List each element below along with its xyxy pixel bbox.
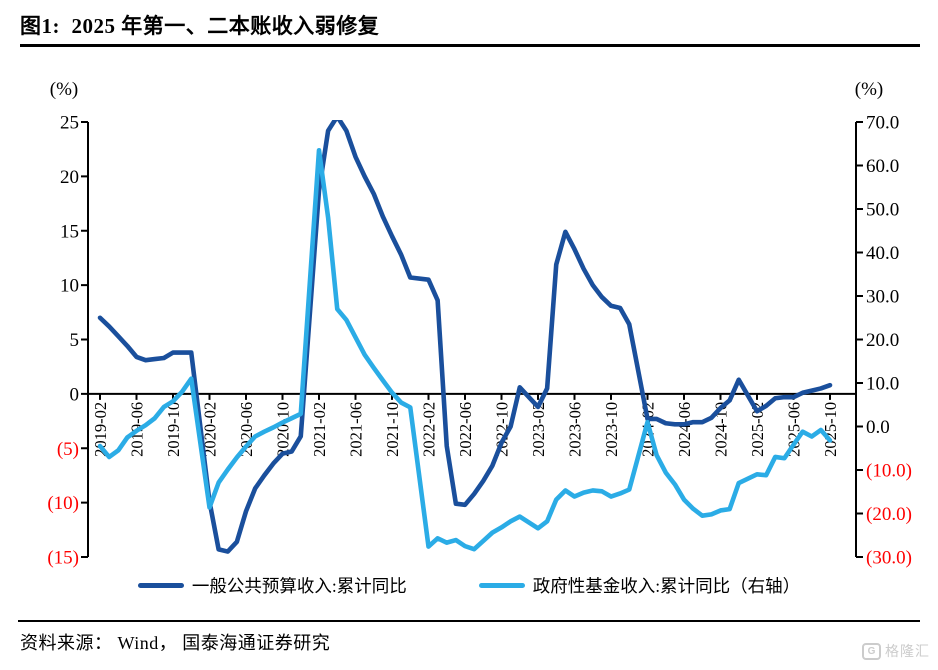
right-tick-label: 0.0	[866, 417, 890, 438]
left-tick-label: (10)	[47, 493, 79, 514]
x-tick-label: 2022-06	[456, 402, 475, 457]
left-axis-unit: (%)	[50, 79, 78, 100]
right-tick-label: 40.0	[866, 243, 899, 264]
right-tick-label: 70.0	[866, 113, 899, 134]
left-tick-label: (5)	[57, 439, 79, 460]
gelonghui-logo-text: 格隆汇	[885, 643, 930, 659]
legend-item-govt-fund: 政府性基金收入:累计同比（右轴）	[478, 573, 801, 598]
x-tick-label: 2024-06	[675, 402, 694, 457]
x-tick-label: 2022-02	[420, 402, 439, 457]
source-note: 资料来源： Wind， 国泰海通证券研究	[20, 633, 331, 653]
x-tick-label: 2019-02	[91, 402, 110, 457]
x-tick-label: 2025-10	[821, 402, 840, 457]
x-tick-label: 2020-02	[201, 402, 220, 457]
legend-label-general-budget: 一般公共预算收入:累计同比	[191, 576, 407, 596]
left-tick-label: 20	[60, 167, 79, 188]
x-tick-label: 2023-02	[529, 402, 548, 457]
right-tick-label: 20.0	[866, 330, 899, 351]
legend-item-general-budget: 一般公共预算收入:累计同比	[137, 573, 407, 598]
series-line-govt-fund	[97, 147, 833, 552]
x-tick-label: 2025-02	[748, 402, 767, 457]
right-tick-label: 50.0	[866, 200, 899, 221]
x-tick-label: 2021-10	[383, 402, 402, 457]
gelonghui-logo-icon: G	[862, 642, 881, 660]
right-tick-label: 10.0	[866, 374, 899, 395]
figure-title: 图1: 2025 年第一、二本账收入弱修复	[20, 14, 380, 38]
x-tick-label: 2023-10	[602, 402, 621, 457]
right-axis-unit: (%)	[855, 79, 883, 100]
left-tick-label: (15)	[47, 548, 79, 569]
x-tick-label: 2025-06	[785, 402, 804, 457]
title-divider	[20, 44, 920, 47]
chart-legend: 一般公共预算收入:累计同比 政府性基金收入:累计同比（右轴）	[0, 573, 938, 598]
right-tick-label: (10.0)	[866, 461, 912, 482]
legend-swatch-light-blue	[478, 583, 525, 588]
x-tick-label: 2019-10	[164, 402, 183, 457]
left-tick-label: 0	[70, 384, 80, 405]
right-tick-label: (20.0)	[866, 504, 912, 525]
left-tick-label: 5	[70, 330, 80, 351]
left-tick-label: 25	[60, 113, 79, 134]
legend-label-govt-fund: 政府性基金收入:累计同比（右轴）	[532, 576, 801, 596]
left-tick-label: 10	[60, 276, 79, 297]
legend-swatch-dark-blue	[137, 583, 184, 588]
left-tick-label: 15	[60, 221, 79, 242]
series-line-general-budget	[97, 120, 833, 554]
right-tick-label: 60.0	[866, 156, 899, 177]
right-tick-label: 30.0	[866, 287, 899, 308]
x-tick-label: 2020-10	[274, 402, 293, 457]
x-tick-label: 2021-02	[310, 402, 329, 457]
right-tick-label: (30.0)	[866, 548, 912, 569]
x-tick-label: 2021-06	[347, 402, 366, 457]
x-tick-label: 2022-10	[493, 402, 512, 457]
gelonghui-watermark: G 格隆汇	[862, 641, 930, 661]
footer-divider	[18, 620, 920, 622]
x-tick-label: 2023-06	[566, 402, 585, 457]
